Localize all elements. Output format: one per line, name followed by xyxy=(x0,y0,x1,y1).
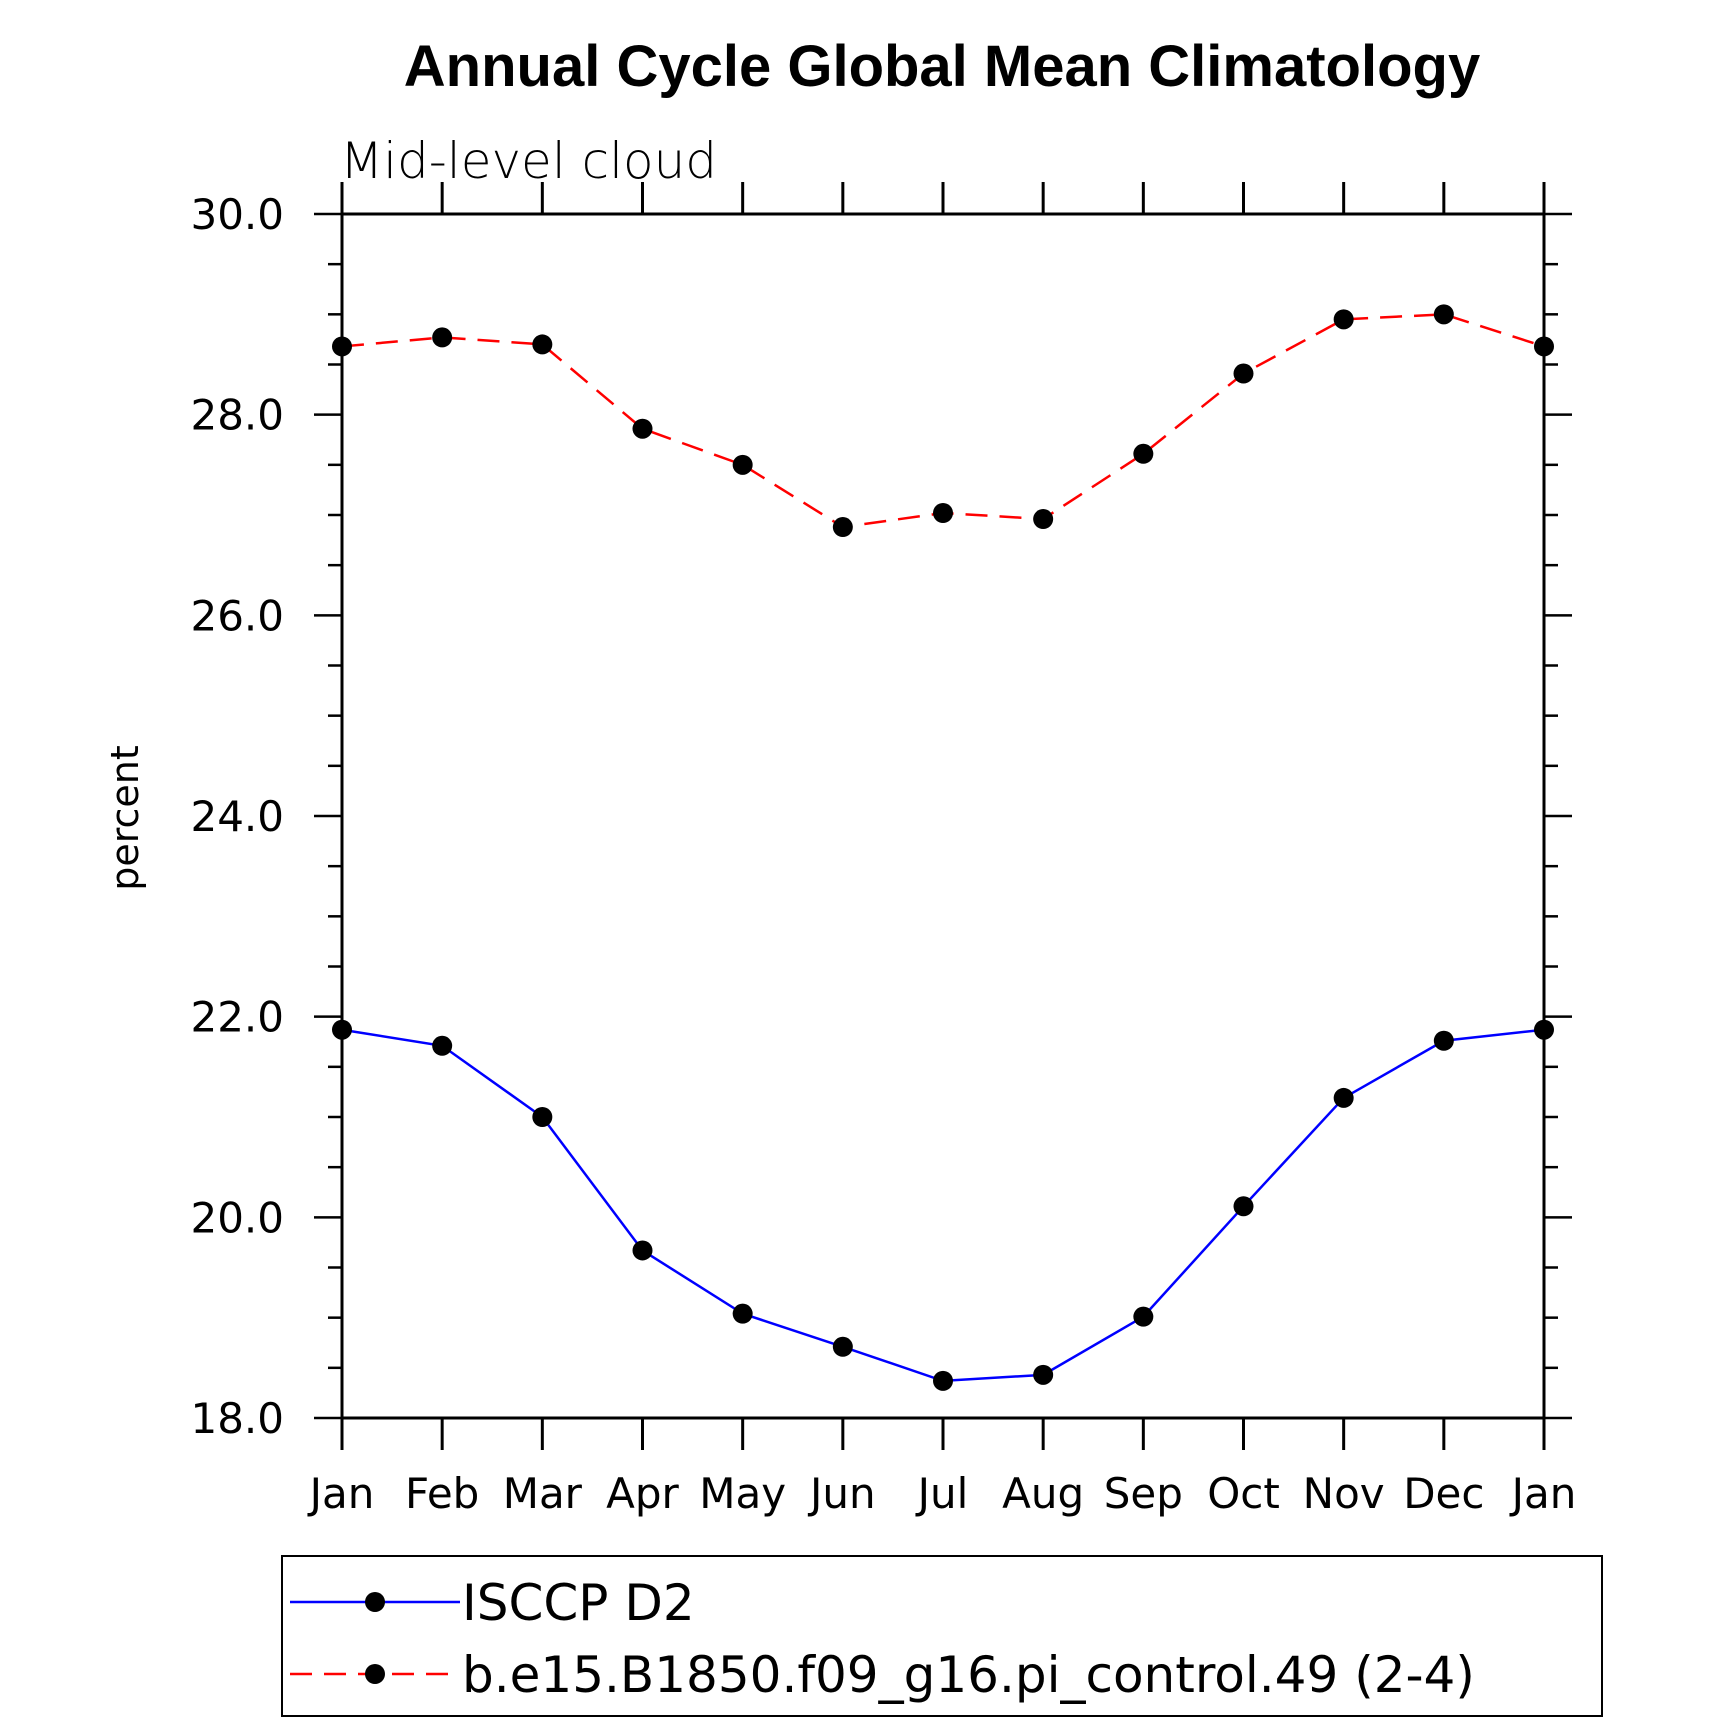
x-tick-label: Mar xyxy=(503,1469,583,1518)
y-tick-label: 28.0 xyxy=(190,391,284,440)
data-point xyxy=(532,334,553,355)
data-point xyxy=(532,1107,553,1127)
data-point xyxy=(732,454,753,475)
series-line-2 xyxy=(341,313,1545,529)
x-tick-label: Aug xyxy=(1002,1469,1084,1518)
series-layer xyxy=(332,304,1554,1391)
data-point xyxy=(432,327,453,348)
y-tick-label: 22.0 xyxy=(190,993,284,1042)
x-tick-label: Jan xyxy=(307,1469,375,1518)
y-tick-label: 18.0 xyxy=(190,1394,284,1443)
data-point xyxy=(1133,443,1154,464)
data-point xyxy=(1033,1364,1054,1385)
legend-marker xyxy=(365,1664,385,1684)
x-tick-label: Jul xyxy=(915,1469,969,1518)
data-point xyxy=(1433,1030,1454,1051)
data-point xyxy=(1534,1019,1554,1040)
x-tick-label: Jun xyxy=(807,1469,876,1518)
data-point xyxy=(933,502,953,523)
x-tick-label: Jan xyxy=(1509,1469,1577,1518)
legend-box xyxy=(281,1555,1603,1717)
data-point xyxy=(832,1336,853,1357)
data-point xyxy=(732,1303,753,1324)
chart-subtitle: Mid-level cloud xyxy=(340,132,717,190)
x-tick-label: Nov xyxy=(1303,1469,1385,1518)
y-tick-label: 24.0 xyxy=(190,792,284,841)
data-point xyxy=(632,1240,653,1261)
x-tick-label: Sep xyxy=(1104,1469,1183,1518)
data-point xyxy=(432,1035,453,1056)
x-tick-label: Oct xyxy=(1207,1469,1280,1518)
data-point xyxy=(1333,1087,1354,1108)
legend-marker xyxy=(365,1592,385,1612)
x-tick-label: Feb xyxy=(405,1469,479,1518)
data-point xyxy=(1333,309,1354,330)
data-point xyxy=(632,418,653,439)
x-tick-label: Dec xyxy=(1403,1469,1484,1518)
data-point xyxy=(1133,1306,1154,1327)
legend: ISCCP D2 b.e15.B1850.f09_g16.pi_control.4… xyxy=(281,1555,1603,1717)
y-tick-label: 20.0 xyxy=(190,1193,284,1242)
x-tick-label: May xyxy=(699,1469,786,1518)
plot-frame xyxy=(340,212,1546,1420)
series-line-1 xyxy=(341,1028,1545,1383)
y-tick-label: 30.0 xyxy=(190,190,284,239)
y-axis-label: percent xyxy=(103,745,147,891)
data-point xyxy=(1433,304,1454,325)
y-tick-label: 26.0 xyxy=(190,591,284,640)
x-tick-label: Apr xyxy=(606,1469,679,1518)
data-point xyxy=(1033,509,1054,530)
data-point xyxy=(1233,363,1254,384)
data-point xyxy=(332,336,352,357)
data-point xyxy=(1534,336,1554,357)
data-point xyxy=(1233,1196,1254,1217)
data-point xyxy=(332,1019,352,1040)
data-point xyxy=(832,517,853,538)
legend-label-2: b.e15.B1850.f09_g16.pi_control.49 (2-4) xyxy=(462,1646,1475,1704)
chart-title: Annual Cycle Global Mean Climatology xyxy=(404,34,1480,99)
axis-ticks: Jan Feb Mar Apr May Jun Jul Aug Sep Oct Nov Dec Jan 1… xyxy=(190,182,1576,1518)
legend-label-1: ISCCP D2 xyxy=(462,1574,695,1632)
data-point xyxy=(933,1370,953,1391)
